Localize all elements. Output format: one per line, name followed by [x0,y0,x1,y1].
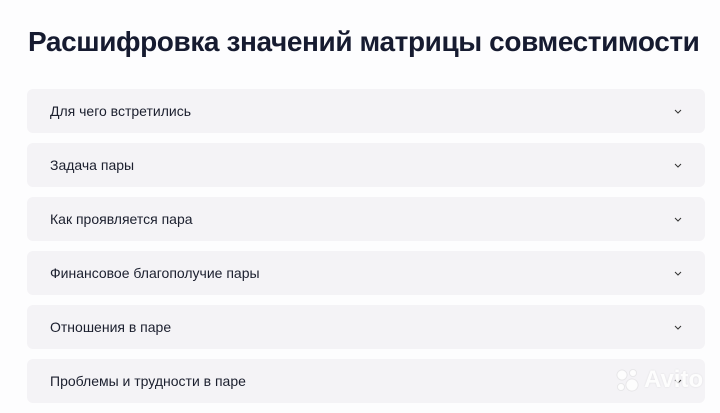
chevron-down-icon [673,160,683,170]
accordion-item-label: Для чего встретились [50,103,191,119]
accordion-item-label: Задача пары [50,157,135,173]
accordion-item[interactable]: Отношения в паре [27,305,705,349]
accordion-item-label: Финансовое благополучие пары [50,265,260,281]
page-title: Расшифровка значений матрицы совместимос… [28,26,700,57]
chevron-down-icon [673,322,683,332]
accordion-item[interactable]: Для чего встретились [27,89,705,133]
accordion-item-label: Как проявляется пара [50,211,193,227]
avito-logo-icon [616,369,639,392]
accordion-item[interactable]: Финансовое благополучие пары [27,251,705,295]
chevron-down-icon [673,214,683,224]
accordion-item[interactable]: Задача пары [27,143,705,187]
chevron-down-icon [673,376,683,386]
chevron-down-icon [673,106,683,116]
chevron-down-icon [673,268,683,278]
accordion-item-label: Проблемы и трудности в паре [50,373,246,389]
avito-watermark: Avito [614,366,703,394]
accordion-item-label: Отношения в паре [50,319,172,335]
accordion-item[interactable]: Проблемы и трудности в паре [27,359,705,403]
watermark-text: Avito [644,366,704,393]
accordion: Для чего встретились Задача пары Как про… [27,89,705,413]
accordion-item[interactable]: Как проявляется пара [27,197,705,241]
